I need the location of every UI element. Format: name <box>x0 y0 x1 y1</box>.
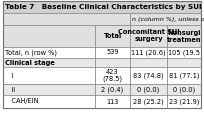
Text: Total, n (row %): Total, n (row %) <box>5 49 57 56</box>
Bar <box>130 25 167 47</box>
Text: CAH/EIN: CAH/EIN <box>5 98 39 105</box>
Text: Total: Total <box>103 33 122 39</box>
Bar <box>130 13 201 25</box>
Text: Clinical stage: Clinical stage <box>5 59 55 66</box>
Text: 105 (19.5: 105 (19.5 <box>168 49 200 56</box>
Text: 83 (74.8): 83 (74.8) <box>133 72 164 79</box>
Bar <box>3 13 130 25</box>
Bar <box>3 95 95 108</box>
Bar <box>167 95 201 108</box>
Text: 2 (0.4): 2 (0.4) <box>101 86 124 93</box>
Bar <box>3 25 95 47</box>
Bar <box>3 58 95 67</box>
Bar <box>130 47 167 58</box>
Bar <box>3 67 95 84</box>
Bar <box>167 47 201 58</box>
Bar <box>130 84 167 95</box>
Text: n (column %), unless otherw: n (column %), unless otherw <box>132 16 204 21</box>
Bar <box>95 84 130 95</box>
Bar <box>3 47 95 58</box>
Text: I: I <box>5 72 13 79</box>
Bar <box>3 84 95 95</box>
Bar <box>130 67 167 84</box>
Bar <box>167 84 201 95</box>
Bar <box>130 95 167 108</box>
Text: 539: 539 <box>106 49 119 55</box>
Bar <box>95 58 130 67</box>
Bar <box>3 1 201 108</box>
Bar <box>167 58 201 67</box>
Text: 0 (0.0): 0 (0.0) <box>173 86 195 93</box>
Bar <box>95 47 130 58</box>
Text: Nonsurgi
treatmen: Nonsurgi treatmen <box>167 29 201 42</box>
Bar <box>167 67 201 84</box>
Text: II: II <box>5 87 15 92</box>
Bar <box>3 1 201 13</box>
Text: 0 (0.0): 0 (0.0) <box>137 86 160 93</box>
Bar <box>130 58 167 67</box>
Text: Table 7   Baseline Clinical Characteristics by SUI Treatment: Table 7 Baseline Clinical Characteristic… <box>5 4 204 10</box>
Bar <box>95 67 130 84</box>
Text: 28 (25.2): 28 (25.2) <box>133 98 164 105</box>
Text: 23 (21.9): 23 (21.9) <box>169 98 199 105</box>
Text: 423
(78.5): 423 (78.5) <box>102 69 123 82</box>
Text: 81 (77.1): 81 (77.1) <box>169 72 199 79</box>
Bar <box>95 95 130 108</box>
Bar <box>167 25 201 47</box>
Bar <box>95 25 130 47</box>
Text: 111 (20.6): 111 (20.6) <box>131 49 166 56</box>
Text: Concomitant SUI
surgery: Concomitant SUI surgery <box>118 29 179 42</box>
Text: 113: 113 <box>106 98 119 105</box>
